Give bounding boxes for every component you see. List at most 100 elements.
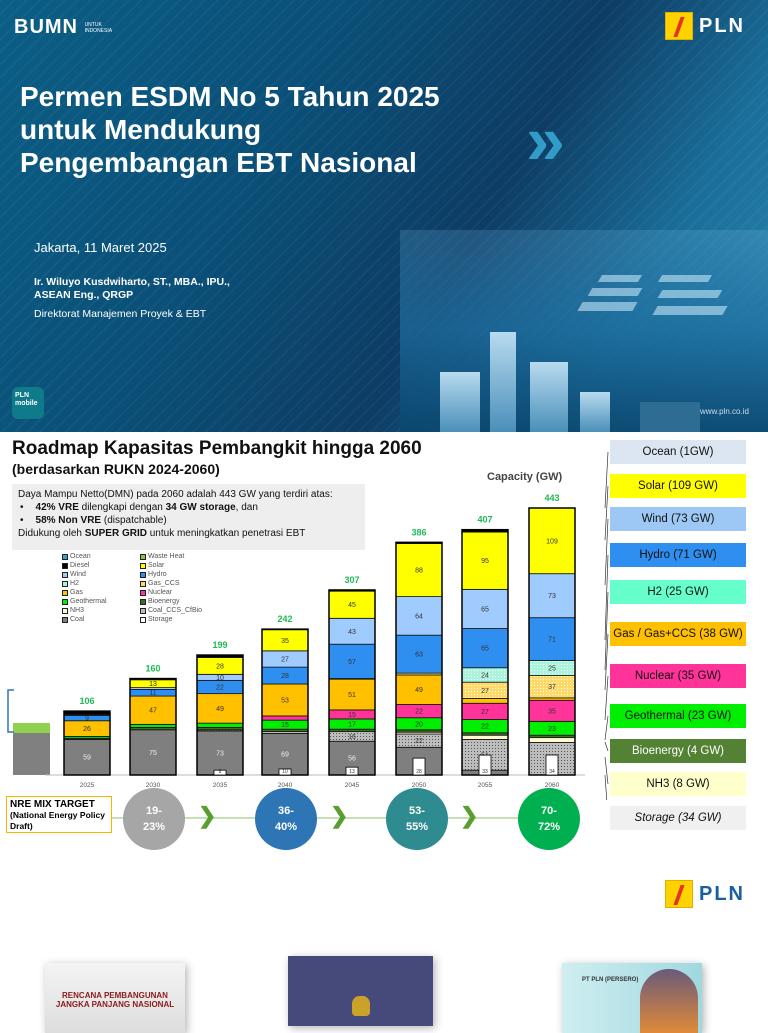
leader-line bbox=[604, 591, 609, 671]
author: Ir. Wiluyo Kusdwiharto, ST., MBA., IPU.,… bbox=[34, 276, 230, 301]
legend-item: Geothermal bbox=[62, 598, 140, 606]
legend-item: Wind bbox=[62, 571, 140, 579]
book-rpjpn: RENCANA PEMBANGUNAN JANGKA PANJANG NASIO… bbox=[45, 963, 185, 1033]
leader-line bbox=[604, 715, 609, 741]
x-tick-2060: 2060 bbox=[545, 782, 560, 789]
segment-label: 22 bbox=[216, 685, 224, 692]
total-label-2025: 106 bbox=[79, 696, 94, 706]
chart-legend: Ocean Waste Heat Diesel Solar Wind Hydro H2 Gas… bbox=[62, 553, 218, 624]
label-solar: Solar (109 GW) bbox=[610, 474, 746, 498]
segment-label: 15 bbox=[281, 722, 289, 729]
x-tick-2055: 2055 bbox=[478, 782, 493, 789]
slide-title: Permen ESDM No 5 Tahun 2025 untuk Menduk… bbox=[20, 81, 440, 178]
label-bioenergy: Bioenergy (4 GW) bbox=[610, 739, 746, 763]
segment-label: 88 bbox=[415, 568, 423, 575]
storage-mark-2035 bbox=[213, 769, 227, 776]
total-label-2040: 242 bbox=[277, 614, 292, 624]
title-slide: BUMN UNTUK INDONESIA PLN » Permen ESDM N… bbox=[0, 0, 768, 432]
segment-label: 20 bbox=[415, 721, 423, 728]
total-label-2055: 407 bbox=[477, 515, 492, 525]
segment-label: 22 bbox=[481, 724, 489, 731]
segment-label: 22 bbox=[415, 738, 423, 745]
label-hydro: Hydro (71 GW) bbox=[610, 543, 746, 567]
book-pln: PT PLN (PERSERO) bbox=[562, 963, 702, 1033]
bar-segment-gas-2050 bbox=[395, 674, 443, 705]
nre-target-1: 19-23% bbox=[123, 788, 185, 850]
legend-item: Bioenergy bbox=[140, 598, 218, 606]
label-ocean: Ocean (1GW) bbox=[610, 440, 746, 464]
segment-label: 27 bbox=[481, 709, 489, 716]
legend-item: Nuclear bbox=[140, 589, 218, 597]
city-image bbox=[400, 230, 768, 432]
x-tick-2025: 2025 bbox=[80, 782, 95, 789]
total-label-2060: 443 bbox=[544, 493, 559, 503]
bar-segment-hydro-2050 bbox=[395, 634, 443, 674]
legend-item: Coal_CCS_CfBio bbox=[140, 607, 218, 615]
nre-target-3: 53-55% bbox=[386, 788, 448, 850]
segment-label: 57 bbox=[348, 659, 356, 666]
segment-label: 64 bbox=[415, 613, 423, 620]
segment-label: 16 bbox=[348, 734, 356, 741]
segment-label: 37 bbox=[548, 684, 556, 691]
label-gas: Gas / Gas+CCS (38 GW) bbox=[610, 622, 746, 646]
bar-segment-nuclear-2040 bbox=[261, 715, 309, 721]
legend-item: Waste Heat bbox=[140, 553, 218, 561]
segment-label: 43 bbox=[348, 629, 356, 636]
bar-segment-gas-2040 bbox=[261, 683, 309, 717]
x-tick-2045: 2045 bbox=[345, 782, 360, 789]
segment-label: 59 bbox=[83, 755, 91, 762]
info-box: Daya Mampu Netto(DMN) pada 2060 adalah 4… bbox=[12, 484, 365, 550]
segment-label: 35 bbox=[548, 708, 556, 715]
garuda-emblem-icon bbox=[351, 996, 370, 1016]
label-storage: Storage (34 GW) bbox=[610, 806, 746, 830]
bar-segment-wind-2045 bbox=[328, 617, 376, 645]
bar-segment-nh3-2060 bbox=[528, 737, 576, 743]
pln-lightning-icon bbox=[665, 12, 693, 40]
leader-line bbox=[604, 633, 609, 691]
segment-label: 28 bbox=[216, 663, 224, 670]
chevron-right-icon: ❯ bbox=[330, 803, 349, 828]
segment-label: 28 bbox=[281, 673, 289, 680]
segment-label: 65 bbox=[481, 646, 489, 653]
label-wind: Wind (73 GW) bbox=[610, 507, 746, 531]
legend-item: Gas_CCS bbox=[140, 580, 218, 588]
legend-item: Hydro bbox=[140, 571, 218, 579]
segment-label: 11 bbox=[149, 690, 156, 697]
bar-segment-wind-2050 bbox=[395, 596, 443, 636]
bar-segment-solar-2045 bbox=[328, 590, 376, 619]
nre-target-text: 36-40% bbox=[274, 805, 298, 833]
segment-label: 15 bbox=[348, 712, 356, 719]
legend-item: Ocean bbox=[62, 553, 140, 561]
label-geothermal: Geothermal (23 GW) bbox=[610, 704, 746, 728]
leader-line bbox=[604, 774, 608, 800]
pln-logo: PLN bbox=[665, 12, 745, 40]
legend-item: Diesel bbox=[62, 562, 140, 570]
segment-label: 45 bbox=[348, 602, 356, 609]
bar-segment-gas-2030 bbox=[129, 695, 177, 725]
segment-label: 75 bbox=[149, 750, 157, 757]
nre-target-4: 70-72% bbox=[518, 788, 580, 850]
segment-label: 24 bbox=[481, 672, 489, 679]
storage-mark-2040 bbox=[278, 768, 292, 776]
bar-outline-2025 bbox=[63, 710, 111, 776]
x-tick-2040: 2040 bbox=[278, 782, 293, 789]
segment-label: 69 bbox=[281, 752, 289, 759]
storage-mark-2045 bbox=[345, 766, 359, 776]
storage-label: 33 bbox=[482, 769, 488, 775]
department: Direktorat Manajemen Proyek & EBT bbox=[34, 308, 207, 320]
bar-outline-2030 bbox=[129, 677, 177, 776]
label-nh3: NH3 (8 GW) bbox=[610, 772, 746, 796]
segment-label: 27 bbox=[281, 656, 289, 663]
legacy-bar-coal bbox=[13, 733, 50, 775]
legacy-bar-renewable bbox=[13, 723, 50, 733]
legend-item: Coal bbox=[62, 616, 140, 624]
nre-target-text: 53-55% bbox=[405, 805, 429, 833]
storage-label: 13 bbox=[349, 769, 355, 775]
segment-label: 49 bbox=[415, 687, 423, 694]
bar-segment-solar-2060 bbox=[528, 507, 576, 575]
segment-label: 35 bbox=[281, 638, 289, 645]
bar-segment-geothermal-2035 bbox=[196, 722, 244, 728]
leader-line bbox=[604, 485, 609, 541]
leader-line bbox=[604, 675, 609, 721]
segment-label: 71 bbox=[548, 637, 556, 644]
